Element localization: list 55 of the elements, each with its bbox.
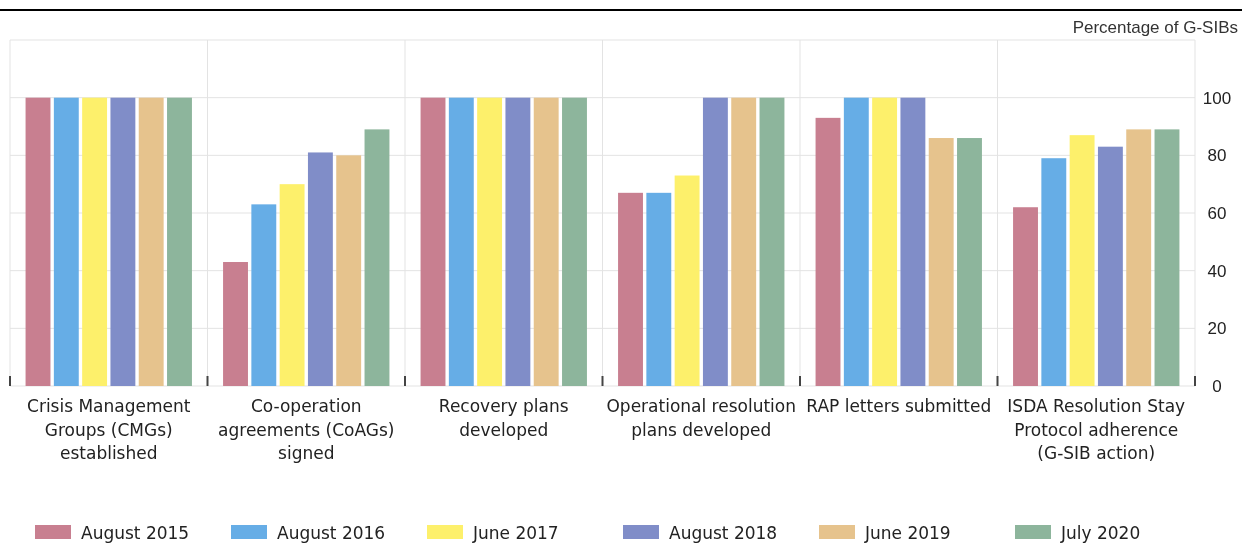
legend-label: July 2020 <box>1060 523 1141 543</box>
bar <box>477 97 503 386</box>
bar <box>420 97 446 386</box>
x-tick-label: Recovery plans developed <box>438 396 569 440</box>
bar <box>82 97 108 386</box>
bar <box>815 117 841 386</box>
y-tick-label: 0 <box>1212 376 1222 396</box>
y-tick-label: 20 <box>1207 319 1227 339</box>
y-tick-label: 80 <box>1207 146 1227 166</box>
y-tick-label: 60 <box>1207 203 1227 223</box>
legend-label: June 2017 <box>472 523 559 543</box>
x-tick-label: RAP letters submitted <box>806 396 992 416</box>
bar <box>1126 129 1152 386</box>
bar <box>223 262 248 386</box>
y-tick-label: 40 <box>1207 261 1227 281</box>
legend-label: June 2019 <box>864 523 951 543</box>
bar <box>702 97 728 386</box>
bar <box>731 97 757 386</box>
bar <box>900 97 926 386</box>
bar <box>562 97 587 386</box>
bar <box>872 97 898 386</box>
bar <box>307 152 333 386</box>
bar <box>110 97 136 386</box>
bar <box>364 129 390 386</box>
x-tick-label: Operational resolution plans developed <box>606 396 797 440</box>
bar <box>957 138 982 386</box>
bar <box>646 192 672 386</box>
bar <box>448 97 474 386</box>
bar <box>53 97 79 386</box>
bar <box>251 204 277 386</box>
bar <box>759 97 785 386</box>
bar <box>279 184 305 386</box>
bar <box>138 97 164 386</box>
bar <box>1154 129 1180 386</box>
bar <box>25 97 51 386</box>
x-tick-label: ISDA Resolution Stay Protocol adherence (G-SIB action) <box>1007 396 1186 463</box>
legend-label: August 2015 <box>81 523 190 543</box>
bar <box>674 175 700 386</box>
bar <box>1041 158 1067 386</box>
bar <box>1097 146 1123 386</box>
bar <box>533 97 559 386</box>
y-tick-label: 100 <box>1202 88 1232 108</box>
bar <box>1013 207 1038 386</box>
bar <box>505 97 531 386</box>
y-axis-title: Percentage of G-SIBs <box>1072 18 1238 37</box>
bar <box>843 97 869 386</box>
x-tick-label: Co-operation agreements (CoAGs) signed <box>218 396 395 463</box>
bar <box>1069 135 1095 386</box>
x-tick-label: Crisis Management Groups (CMGs) established <box>27 396 191 463</box>
bar <box>336 155 362 386</box>
bar <box>167 97 192 386</box>
legend-label: August 2016 <box>277 523 386 543</box>
bar <box>928 138 954 386</box>
legend-label: August 2018 <box>669 523 778 543</box>
bar <box>618 192 643 386</box>
